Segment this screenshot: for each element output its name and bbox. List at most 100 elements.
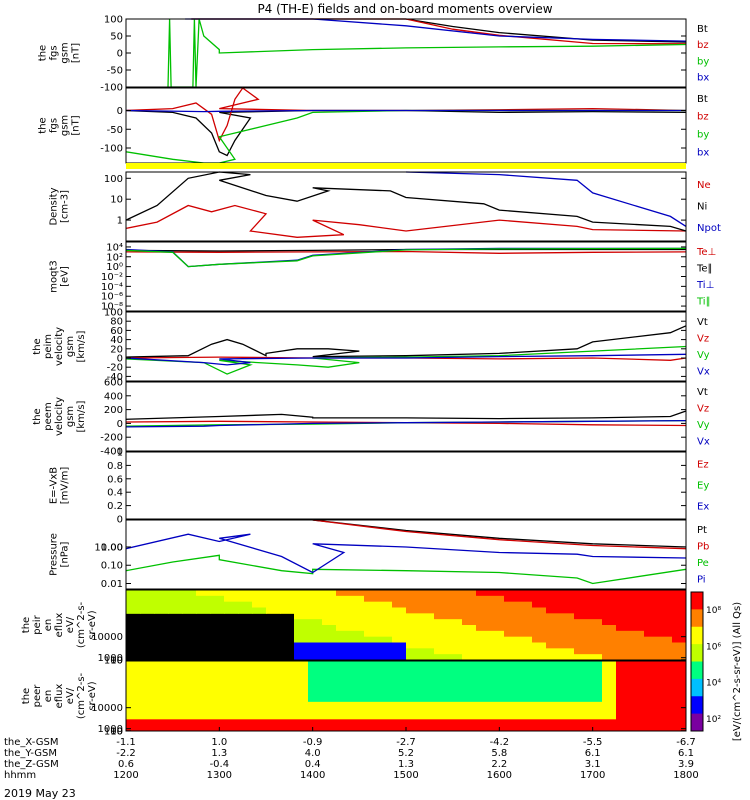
heatmap-cell (126, 684, 141, 691)
panel-frame (125, 589, 687, 661)
heatmap-cell (336, 601, 351, 608)
y-tick-label: 0 (117, 106, 123, 117)
heatmap-cell (532, 684, 547, 691)
heatmap-cell (406, 707, 421, 714)
heatmap-cell (672, 648, 687, 655)
heatmap-cell (490, 661, 505, 668)
heatmap-cell (434, 601, 449, 608)
heatmap-cell (238, 713, 253, 720)
heatmap-cell (336, 642, 351, 649)
heatmap-cell (434, 713, 449, 720)
heatmap-cell (504, 601, 519, 608)
heatmap-cell (448, 648, 463, 655)
heatmap-cell (490, 696, 505, 703)
heatmap-cell (630, 601, 645, 608)
heatmap-cell (406, 690, 421, 697)
heatmap-cell (420, 719, 435, 726)
heatmap-cell (504, 630, 519, 638)
heatmap-cell (658, 678, 673, 685)
heatmap-cell (266, 601, 281, 608)
heatmap-cell (322, 713, 337, 720)
heatmap-cell (532, 642, 547, 649)
heatmap-cell (196, 590, 211, 597)
heatmap-cell (588, 672, 603, 679)
heatmap-cell (182, 696, 197, 703)
heatmap-cell (350, 690, 365, 697)
heatmap-cell (238, 684, 253, 691)
y-tick-label: 0 (117, 419, 123, 430)
heatmap-cell (308, 642, 323, 649)
heatmap-cell (532, 666, 547, 674)
heatmap-cell (672, 654, 687, 661)
heatmap-cell (308, 725, 323, 732)
heatmap-cell (462, 661, 477, 668)
heatmap-cell (588, 707, 603, 714)
heatmap-cell (168, 719, 183, 726)
heatmap-cell (308, 625, 323, 632)
heatmap-cell (672, 607, 687, 614)
heatmap-cell (532, 613, 547, 620)
heatmap-cell (672, 725, 687, 732)
y-axis-label: gsm (60, 115, 71, 136)
heatmap-cell (462, 707, 477, 714)
heatmap-cell (266, 666, 281, 674)
heatmap-cell (574, 666, 589, 674)
heatmap-cell (504, 701, 519, 709)
heatmap-cell (630, 625, 645, 632)
heatmap-cell (154, 590, 169, 597)
heatmap-cell (406, 642, 421, 649)
heatmap-cell (126, 678, 141, 685)
heatmap-cell (518, 719, 533, 726)
heatmap-cell (490, 625, 505, 632)
heatmap-cell (588, 636, 603, 643)
heatmap-cell (294, 619, 309, 626)
heatmap-cell (532, 590, 547, 597)
heatmap-cell (462, 713, 477, 720)
heatmap-cell (294, 690, 309, 697)
legend-pt: Pt (697, 525, 707, 536)
y-axis-label: peem (43, 402, 54, 430)
heatmap-cell (224, 719, 239, 726)
heatmap-cell (364, 707, 379, 714)
heatmap-cell (644, 607, 659, 614)
heatmap-cell (168, 672, 183, 679)
heatmap-cell (616, 696, 631, 703)
heatmap-cell (518, 654, 533, 661)
heatmap-cell (462, 678, 477, 685)
heatmap-cell (154, 595, 169, 603)
heatmap-cell (294, 672, 309, 679)
heatmap-cell (434, 654, 449, 661)
heatmap-cell (266, 684, 281, 691)
heatmap-cell (560, 696, 575, 703)
heatmap-cell (616, 619, 631, 626)
heatmap-cell (602, 684, 617, 691)
heatmap-cell (420, 619, 435, 626)
heatmap-cell (616, 707, 631, 714)
heatmap-cell (406, 684, 421, 691)
heatmap-cell (322, 672, 337, 679)
heatmap-cell (448, 713, 463, 720)
heatmap-cell (504, 642, 519, 649)
heatmap-cell (126, 672, 141, 679)
heatmap-cell (504, 654, 519, 661)
heatmap-cell (294, 636, 309, 643)
heatmap-cell (574, 595, 589, 603)
heatmap-cell (602, 701, 617, 709)
y-axis-label: [mV/m] (60, 467, 71, 505)
heatmap-cell (168, 713, 183, 720)
heatmap-cell (518, 630, 533, 638)
heatmap-cell (574, 725, 589, 732)
series-line-bx (125, 109, 686, 113)
heatmap-cell (518, 725, 533, 732)
heatmap-cell (574, 684, 589, 691)
heatmap-cell (658, 684, 673, 691)
heatmap-cell (448, 672, 463, 679)
heatmap-cell (434, 719, 449, 726)
heatmap-cell (462, 607, 477, 614)
ephemeris-value: -5.5 (583, 737, 603, 748)
heatmap-cell (644, 619, 659, 626)
ephemeris-value: 1.0 (211, 737, 227, 748)
ephemeris-value: 1500 (393, 770, 418, 781)
heatmap-cell (574, 713, 589, 720)
heatmap-cell (644, 725, 659, 732)
